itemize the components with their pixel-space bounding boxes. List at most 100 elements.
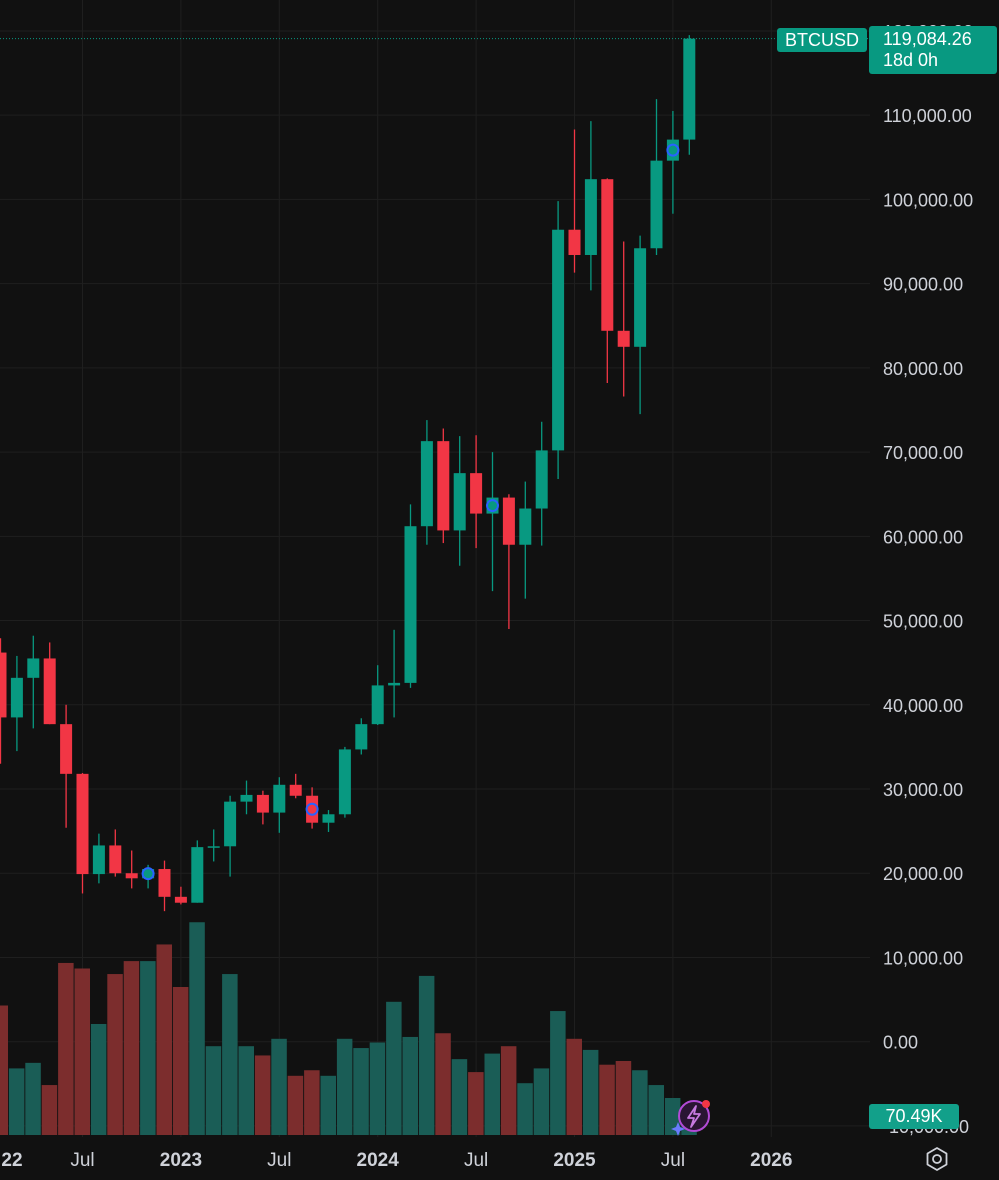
candle-body [240, 794, 253, 802]
candle [207, 829, 220, 862]
volume-bar [418, 975, 435, 1135]
event-markers [141, 143, 680, 881]
candle-body [502, 497, 515, 545]
candle-body [174, 896, 187, 903]
candle-body [338, 749, 351, 815]
candle-body [109, 845, 122, 874]
volume-bar [140, 961, 156, 1135]
volume-bar [369, 1042, 386, 1135]
candle-body [306, 795, 319, 823]
candle-body [584, 179, 597, 255]
volume-bar [550, 1011, 566, 1135]
volume-bar [386, 1001, 402, 1135]
price-axis-label: 70,000.00 [883, 443, 963, 463]
time-axis-label: 2024 [357, 1150, 400, 1171]
candle [486, 452, 499, 592]
volume-bar [90, 1024, 107, 1135]
candle [584, 121, 597, 291]
candle [470, 435, 483, 549]
candle [60, 704, 73, 828]
candle [437, 428, 450, 544]
time-axis-label: Jul [70, 1150, 94, 1171]
candle-body [322, 814, 335, 823]
candle [273, 777, 286, 833]
time-axis-label: 2026 [750, 1150, 792, 1171]
candle-body [355, 724, 368, 750]
volume-bar [648, 1085, 664, 1135]
candle [535, 421, 548, 546]
volume-bar [500, 1046, 517, 1135]
candle [76, 773, 89, 894]
candle [43, 642, 56, 725]
price-axis-label: 30,000.00 [883, 780, 963, 800]
price-axis-label: 10,000.00 [883, 948, 963, 968]
volume-bar [287, 1075, 304, 1135]
volume-bar [0, 1005, 8, 1135]
candle [502, 494, 515, 629]
candle [683, 35, 696, 155]
last-price-badge: 119,084.26 18d 0h [869, 26, 997, 74]
candle [174, 886, 187, 905]
settings-icon[interactable] [924, 1146, 950, 1172]
price-axis-label: 60,000.00 [883, 527, 963, 547]
candle-body [224, 801, 237, 847]
volume-bar [205, 1046, 222, 1135]
candle-body [650, 160, 663, 249]
price-axis-label: 80,000.00 [883, 359, 963, 379]
candle [666, 110, 679, 214]
volume-bar [238, 1046, 254, 1135]
volume-bar [402, 1036, 418, 1135]
candle [568, 129, 581, 273]
candle-body [420, 441, 433, 527]
volume-bar [25, 1062, 41, 1135]
volume-bar [320, 1075, 336, 1135]
candle-body [191, 847, 204, 903]
volume-bar [254, 1055, 271, 1135]
candle [388, 629, 401, 718]
price-axis[interactable]: 120,000.00110,000.00100,000.0090,000.008… [883, 22, 973, 1137]
candle [27, 635, 40, 729]
event-marker[interactable] [486, 499, 499, 513]
event-marker[interactable] [666, 143, 680, 157]
candle-body [0, 652, 7, 718]
candle [109, 829, 122, 877]
volume-bar [271, 1038, 287, 1135]
candle [125, 850, 138, 889]
volume-bar [74, 968, 90, 1135]
candle-body [388, 682, 401, 686]
candle [650, 99, 663, 255]
candle [240, 780, 253, 815]
candle [158, 860, 171, 912]
volume-badge: 70.49K [869, 1104, 959, 1129]
candle-body [634, 248, 647, 347]
volume-bar [353, 1048, 369, 1135]
event-marker[interactable] [141, 867, 155, 881]
candle-body [601, 179, 614, 331]
ai-assistant-icon[interactable] [670, 1098, 714, 1136]
volume-bar [599, 1064, 615, 1135]
candle-body [76, 773, 89, 875]
candle-body [552, 229, 565, 451]
candle [355, 718, 368, 755]
candle-body [404, 526, 417, 683]
symbol-badge: BTCUSD [777, 28, 867, 52]
candle-body [535, 450, 548, 509]
time-axis-label: Jul [464, 1150, 488, 1171]
candle-body [43, 658, 56, 725]
time-axis-label: 22 [1, 1150, 22, 1171]
candle [453, 436, 466, 566]
candle-body [470, 473, 483, 514]
candle [0, 638, 7, 764]
time-axis-label: 2023 [160, 1150, 202, 1171]
candle [289, 773, 302, 799]
candle-body [92, 845, 105, 875]
event-marker[interactable] [305, 802, 319, 816]
time-axis[interactable]: 22 Jul 2023 Jul 2024 Jul 2025 Jul 2026 [1, 1150, 792, 1171]
price-axis-label: 20,000.00 [883, 864, 963, 884]
candle [191, 840, 204, 903]
candle [420, 420, 433, 545]
candle-body [125, 873, 138, 879]
volume-bar [189, 922, 205, 1135]
candle [601, 178, 614, 384]
